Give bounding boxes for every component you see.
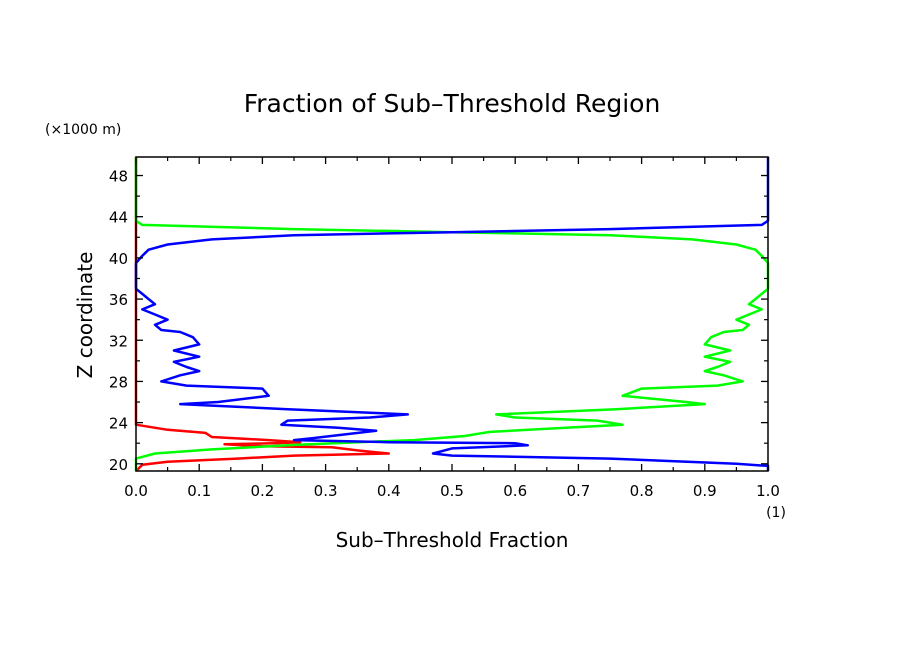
y-axis-unit: (×1000 m)	[45, 122, 121, 138]
y-tick-label: 28	[109, 373, 128, 391]
x-tick-label: 0.6	[503, 482, 527, 500]
y-tick-label: 24	[109, 415, 128, 433]
x-tick-label: 0.0	[124, 482, 148, 500]
x-tick-label: 0.7	[566, 482, 590, 500]
series-line-2	[134, 157, 770, 471]
y-tick-label: 20	[109, 456, 128, 474]
x-tick-label: 0.3	[314, 482, 338, 500]
x-tick-label: 0.4	[377, 482, 401, 500]
x-tick-label: 0.1	[187, 482, 211, 500]
series-line-0	[134, 157, 391, 472]
ticks-layer: 0.0 0.1 0.2 0.3 0.4 0.5 0.6 0.7 0.8 0.9 1.0 20 24 28 3…	[109, 157, 780, 500]
series-line-1	[134, 157, 770, 471]
x-tick-label: 1.0	[756, 482, 780, 500]
y-tick-label: 48	[109, 168, 128, 186]
x-axis-label: Sub–Threshold Fraction	[336, 528, 569, 552]
x-tick-label: 0.2	[250, 482, 274, 500]
y-tick-label: 44	[109, 209, 128, 227]
x-tick-label: 0.9	[693, 482, 717, 500]
y-axis-label: Z coordinate	[73, 252, 97, 379]
x-tick-label: 0.8	[630, 482, 654, 500]
y-tick-label: 36	[109, 291, 128, 309]
x-tick-label: 0.5	[440, 482, 464, 500]
y-tick-label: 40	[109, 250, 128, 268]
y-tick-label: 32	[109, 332, 128, 350]
chart-title: Fraction of Sub–Threshold Region	[244, 89, 661, 118]
x-axis-unit: (1)	[766, 505, 786, 521]
series-layer	[134, 157, 770, 472]
